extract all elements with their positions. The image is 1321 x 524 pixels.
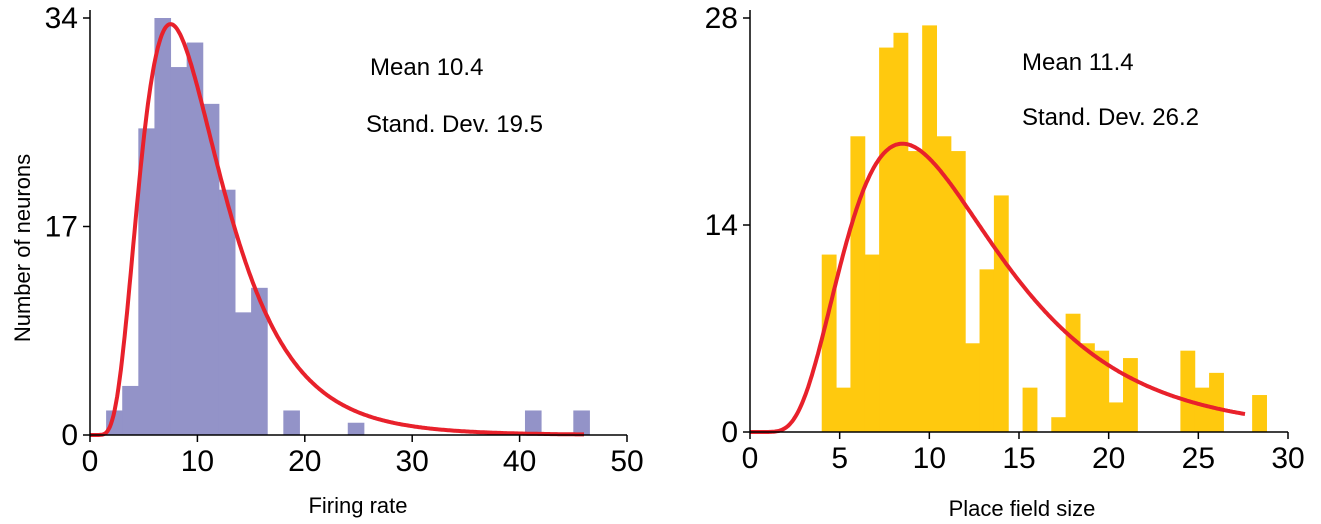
y-tick-label: 28 — [705, 2, 738, 35]
histogram-bar — [138, 128, 155, 435]
histogram-bar — [186, 42, 204, 435]
histogram-bar — [122, 385, 139, 435]
histogram-bar — [573, 410, 590, 435]
histogram-bar — [1123, 358, 1138, 432]
histogram-bar — [234, 312, 252, 435]
histogram-bar — [170, 67, 188, 435]
x-tick-label: 20 — [288, 445, 321, 478]
histogram-bar — [251, 287, 268, 435]
histogram-bar — [218, 189, 236, 435]
x-tick-label: 10 — [913, 442, 946, 475]
fit-curve — [90, 22, 584, 437]
x-tick-label: 10 — [181, 445, 214, 478]
histogram-bar — [893, 32, 909, 433]
fit-curve — [750, 141, 1246, 434]
y-tick-label: 34 — [45, 2, 78, 35]
histogram-bar — [347, 422, 365, 435]
histogram-bar — [1209, 372, 1224, 432]
mean-annotation: Mean 10.4 — [370, 54, 483, 81]
histogram-bar — [922, 25, 938, 433]
histogram-bar — [524, 410, 542, 435]
x-tick-label: 15 — [1002, 442, 1035, 475]
histogram-bar — [1079, 343, 1095, 432]
histogram-bar — [993, 195, 1009, 432]
histogram-bar — [965, 343, 981, 432]
histogram-bar — [1180, 350, 1196, 432]
x-tick-label: 40 — [503, 445, 536, 478]
firing-rate-histogram: Mean 10.4 Stand. Dev. 19.5 Firing rate N… — [10, 2, 644, 518]
histogram-bar — [979, 269, 995, 432]
histogram-bar — [1094, 350, 1110, 432]
histogram-bar — [1051, 417, 1067, 432]
histogram-bar — [950, 151, 966, 433]
y-tick-label: 17 — [45, 211, 78, 244]
histogram-bar — [864, 254, 880, 432]
histogram-bar — [1022, 387, 1038, 432]
bars — [106, 18, 590, 436]
place-field-size-histogram: Mean 11.4 Stand. Dev. 26.2 Place field s… — [705, 2, 1305, 521]
x-tick-label: 25 — [1182, 442, 1215, 475]
histogram-bar — [879, 47, 894, 432]
histogram-bar — [202, 103, 220, 436]
x-tick-label: 50 — [610, 445, 643, 478]
x-axis-label: Place field size — [949, 496, 1096, 521]
y-tick-label: 14 — [705, 209, 738, 242]
histogram-bar — [836, 387, 851, 432]
x-tick-label: 20 — [1092, 442, 1125, 475]
x-tick-label: 30 — [396, 445, 429, 478]
histogram-bar — [154, 18, 172, 435]
std-dev-annotation: Stand. Dev. 19.5 — [366, 111, 543, 138]
y-tick-label: 0 — [61, 419, 78, 452]
x-axis-label: Firing rate — [308, 493, 407, 518]
histogram-bar — [283, 410, 300, 435]
histogram-bar — [1108, 402, 1124, 432]
histogram-bar — [850, 136, 866, 433]
x-tick-label: 5 — [831, 442, 848, 475]
std-dev-annotation: Stand. Dev. 26.2 — [1022, 104, 1199, 131]
histogram-bar — [936, 136, 952, 433]
y-axis-label: Number of neurons — [10, 154, 35, 342]
x-tick-label: 30 — [1271, 442, 1304, 475]
y-tick-label: 0 — [721, 416, 738, 449]
histogram-bar — [907, 151, 923, 433]
x-tick-label: 0 — [742, 442, 759, 475]
histogram-bar — [1252, 395, 1267, 432]
bars — [821, 25, 1267, 433]
histogram-bar — [1194, 387, 1210, 432]
mean-annotation: Mean 11.4 — [1022, 49, 1134, 76]
x-tick-label: 0 — [82, 445, 99, 478]
